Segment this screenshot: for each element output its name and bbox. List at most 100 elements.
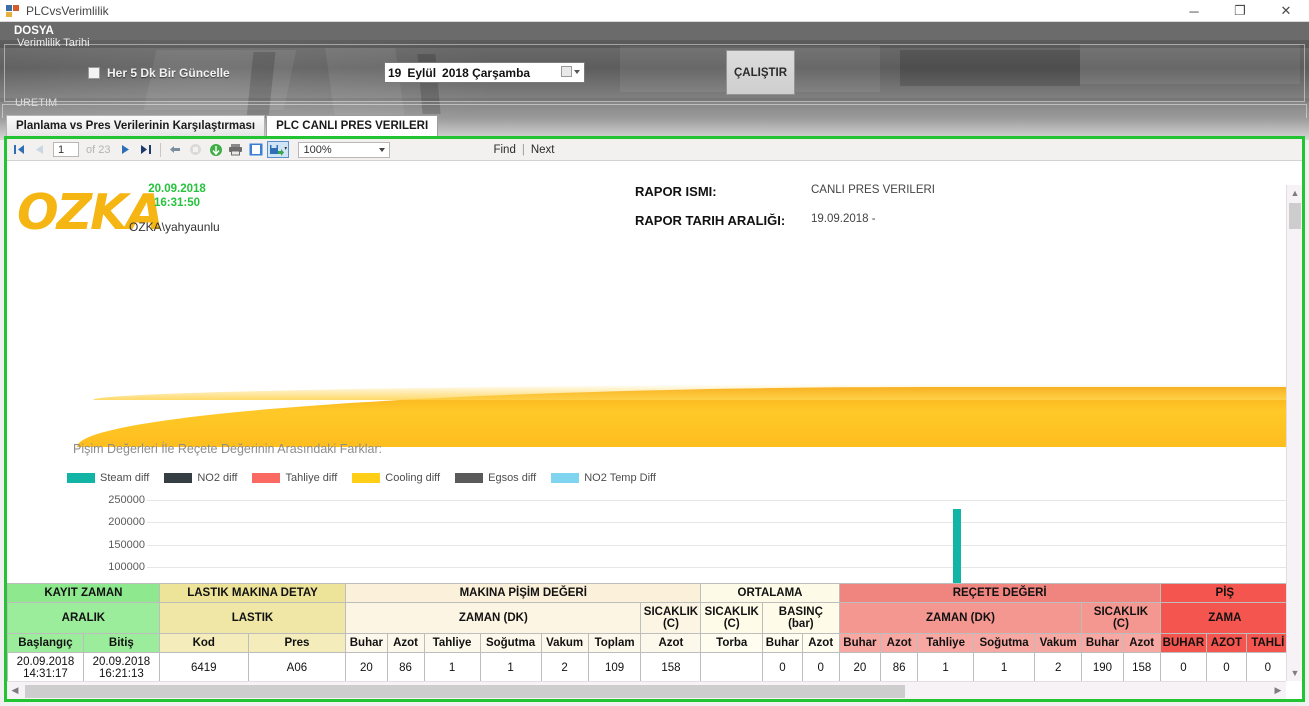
refresh-icon[interactable]: [207, 141, 224, 158]
table-header-cell: TAHLİ: [1245, 633, 1286, 653]
horizontal-scroll-track[interactable]: [23, 682, 1270, 700]
horizontal-scroll-thumb[interactable]: [25, 684, 905, 698]
tab-planlama-vs-pres[interactable]: Planlama vs Pres Verilerinin Karşılaştır…: [6, 115, 266, 136]
date-picker-dropdown[interactable]: [561, 66, 580, 77]
y-axis-tick-label: 150000: [108, 538, 145, 551]
date-month[interactable]: Eylül: [407, 65, 437, 80]
menu-item-dosya[interactable]: DOSYA: [14, 25, 54, 37]
table-header-cell: REÇETE DEĞERİ: [838, 583, 1161, 603]
zoom-select[interactable]: 100%: [298, 141, 391, 158]
first-page-icon[interactable]: [11, 141, 28, 158]
horizontal-scrollbar[interactable]: ◀ ▶: [7, 681, 1286, 699]
tab-bar: Planlama vs Pres Verilerinin Karşılaştır…: [6, 115, 439, 136]
table-header-cell: BUHAR: [1159, 633, 1208, 653]
table-cell: 0: [1206, 652, 1247, 681]
table-header-cell: Vakum: [540, 633, 589, 653]
legend-item: Cooling diff: [352, 472, 440, 484]
table-header-cell: Buhar: [838, 633, 882, 653]
auto-refresh-checkbox[interactable]: [88, 67, 100, 79]
back-icon[interactable]: [167, 141, 184, 158]
export-icon[interactable]: [267, 141, 290, 158]
find-link[interactable]: Find: [493, 143, 516, 156]
legend-label: Steam diff: [100, 472, 150, 484]
app-icon: [6, 4, 20, 18]
table-header-cell: LASTIK: [158, 602, 347, 634]
table-header-cell: ORTALAMA: [700, 583, 840, 603]
legend-swatch: [67, 473, 95, 483]
data-table-body: KAYIT ZAMAN LASTIK MAKINA DETAY MAKINA PİŞ…: [7, 583, 1286, 681]
calendar-icon: [561, 66, 572, 77]
report-page: OZKA 20.09.2018 16:31:50 OZKA\yahyaunlu …: [7, 162, 1286, 681]
legend-item: NO2 Temp Diff: [551, 472, 656, 484]
chevron-down-icon: [574, 69, 580, 74]
previous-page-icon[interactable]: [31, 141, 48, 158]
zoom-value: 100%: [303, 143, 332, 156]
close-button[interactable]: ✕: [1280, 3, 1292, 18]
date-day[interactable]: 19: [388, 65, 402, 80]
y-axis-tick-label: 250000: [108, 494, 145, 506]
table-header-cell: Azot: [640, 633, 702, 653]
table-cell: 0: [762, 652, 803, 681]
report-range-row: RAPOR TARIH ARALIĞI: 19.09.2018 -: [635, 213, 935, 228]
chart-gridline: [147, 544, 1286, 546]
table-cell: 158: [640, 652, 702, 681]
legend-swatch: [252, 473, 281, 483]
next-link[interactable]: Next: [530, 143, 555, 156]
tab-plc-canli-pres-verileri[interactable]: PLC CANLI PRES VERILERI: [266, 115, 439, 136]
table-header-cell: ZAMAN (DK): [838, 602, 1083, 634]
table-header-cell: ARALIK: [7, 602, 160, 634]
vertical-scrollbar[interactable]: ▲ ▼: [1286, 185, 1302, 681]
minimize-button[interactable]: ─: [1189, 3, 1199, 19]
scroll-right-icon[interactable]: ▶: [1274, 685, 1282, 695]
page-number-input[interactable]: 1: [53, 142, 79, 157]
report-name-value: CANLI PRES VERILERI: [811, 184, 935, 196]
table-cell: 0: [1245, 652, 1286, 681]
report-name-label: RAPOR ISMI:: [635, 184, 717, 199]
table-header-cell: Tahliye: [917, 633, 975, 653]
window-controls: ─ ❐ ✕: [1171, 0, 1309, 22]
table-header-cell: Kod: [158, 633, 249, 653]
report-viewer: 1 of 23 100% Find: [4, 136, 1305, 702]
table-header-cell: PİŞ: [1159, 583, 1286, 603]
chart-title: Pişim Değerleri İle Reçete Değerinin Ara…: [73, 442, 383, 456]
stop-icon[interactable]: [187, 141, 204, 158]
y-axis-tick-label: 100000: [108, 561, 145, 573]
table-header-cell: Soğutma: [973, 633, 1036, 653]
table-header-cell: Soğutma: [479, 633, 542, 653]
table-header-cell: LASTIK MAKINA DETAY: [158, 583, 347, 603]
ozka-logo: OZKA: [17, 184, 164, 241]
vertical-scroll-thumb[interactable]: [1289, 203, 1301, 229]
maximize-button[interactable]: ❐: [1234, 3, 1246, 18]
report-viewer-toolbar: 1 of 23 100% Find: [7, 139, 1302, 161]
run-button[interactable]: ÇALIŞTIR: [726, 50, 795, 95]
table-sub-header-row: ARALIK LASTIK ZAMAN (DK) SICAKLIK (C) SICAKL…: [7, 602, 1286, 634]
print-icon[interactable]: [227, 141, 244, 158]
report-timestamp: 20.09.2018 16:31:50: [137, 182, 217, 210]
scroll-left-icon[interactable]: ◀: [11, 685, 19, 695]
scroll-down-icon[interactable]: ▼: [1290, 668, 1300, 678]
table-header-cell: Başlangıç: [7, 633, 84, 653]
table-header-cell: BASINÇ (bar): [762, 602, 840, 634]
table-header-cell: Tahliye: [423, 633, 481, 653]
table-cell: 20.09.2018 16:21:13: [82, 652, 160, 681]
table-header-cell: ZAMAN (DK): [345, 602, 642, 634]
table-header-cell: SICAKLIK (C): [700, 602, 764, 634]
table-cell: 0: [1159, 652, 1208, 681]
table-header-cell: Azot: [1122, 633, 1161, 653]
legend-item: Tahliye diff: [252, 472, 337, 484]
next-page-icon[interactable]: [117, 141, 134, 158]
scroll-up-icon[interactable]: ▲: [1290, 188, 1300, 198]
legend-label: Cooling diff: [385, 472, 441, 484]
uretim-group-label: URETIM: [15, 97, 58, 109]
auto-refresh-checkbox-row[interactable]: Her 5 Dk Bir Güncelle: [88, 66, 230, 80]
table-group-header-row: KAYIT ZAMAN LASTIK MAKINA DETAY MAKINA PİŞ…: [7, 583, 1286, 603]
table-row[interactable]: 20.09.2018 14:31:17 20.09.2018 16:21:13 6419…: [7, 652, 1286, 681]
last-page-icon[interactable]: [137, 141, 154, 158]
table-column-header-row: Başlangıç Bitiş Kod Pres Buhar Azot Tahliye Soğ…: [7, 633, 1286, 653]
report-header-info: RAPOR ISMI: CANLI PRES VERILERI RAPOR TA…: [635, 184, 935, 242]
print-layout-icon[interactable]: [247, 141, 264, 158]
table-header-cell: Azot: [801, 633, 840, 653]
date-picker[interactable]: 19 Eylül 2018 Çarşamba: [384, 62, 585, 83]
date-year-weekday[interactable]: 2018 Çarşamba: [442, 65, 531, 80]
table-cell: [700, 652, 764, 681]
